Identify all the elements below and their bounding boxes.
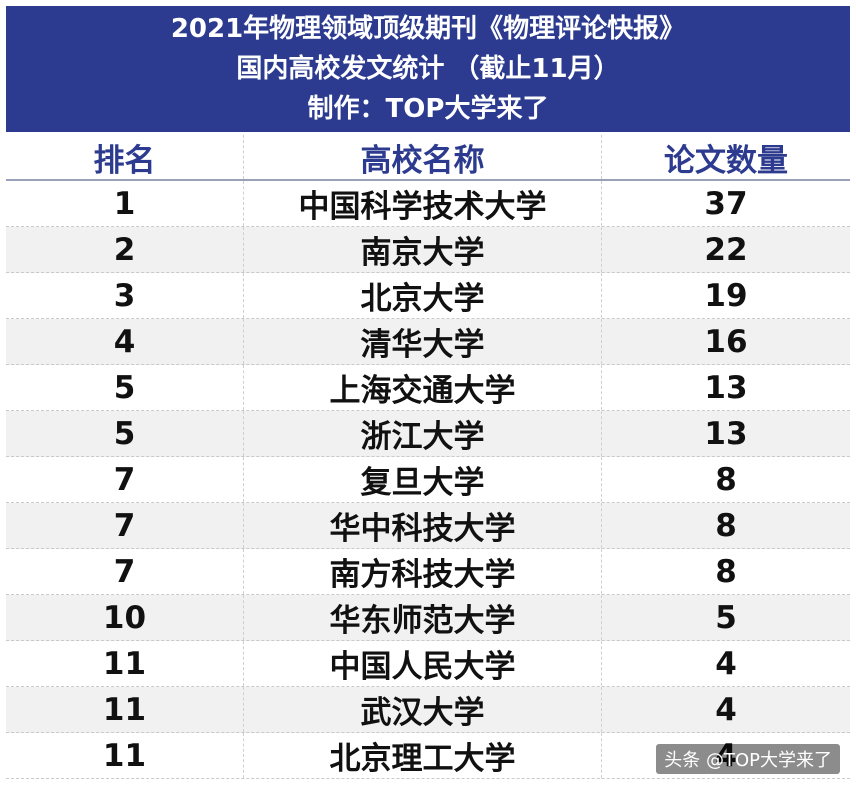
paper-count-cell: 5: [715, 599, 737, 636]
university-name-cell: 中国科学技术大学: [244, 181, 602, 226]
column-header-paper-count: 论文数量: [664, 142, 788, 179]
paper-count-cell: 4: [715, 645, 737, 682]
university-name-cell: 复旦大学: [244, 457, 602, 502]
column-header-rank: 排名: [6, 135, 244, 179]
university-name-cell: 北京大学: [244, 273, 602, 318]
rank-cell: 5: [6, 411, 244, 456]
table-header-row: 排名 高校名称 论文数量: [6, 135, 850, 181]
paper-count-cell: 8: [715, 461, 737, 498]
table-row: 5 上海交通大学 13: [6, 365, 850, 411]
university-name-cell: 上海交通大学: [244, 365, 602, 410]
rank-cell: 3: [6, 273, 244, 318]
rank-cell: 7: [6, 549, 244, 594]
table-row: 7 南方科技大学 8: [6, 549, 850, 595]
paper-count-cell: 8: [715, 507, 737, 544]
paper-count-cell: 13: [704, 369, 748, 406]
column-header-university: 高校名称: [244, 135, 602, 179]
table-body: 1 中国科学技术大学 37 2 南京大学 22 3 北京大学 19 4 清华大学 16 5 上海交通大学 1…: [6, 181, 850, 779]
paper-count-cell: 37: [704, 185, 748, 222]
rank-cell: 7: [6, 457, 244, 502]
paper-count-cell: 13: [704, 415, 748, 452]
table-row: 10 华东师范大学 5: [6, 595, 850, 641]
university-name-cell: 清华大学: [244, 319, 602, 364]
paper-count-cell: 19: [704, 277, 748, 314]
university-name-cell: 浙江大学: [244, 411, 602, 456]
table-row: 5 浙江大学 13: [6, 411, 850, 457]
paper-count-cell: 4: [715, 691, 737, 728]
rank-cell: 11: [6, 641, 244, 686]
title-line-2: 国内高校发文统计 （截止11月）: [236, 54, 620, 84]
university-name-cell: 中国人民大学: [244, 641, 602, 686]
rank-cell: 11: [6, 733, 244, 778]
rank-cell: 5: [6, 365, 244, 410]
table-row: 11 北京理工大学 4: [6, 733, 850, 779]
table-row: 11 武汉大学 4: [6, 687, 850, 733]
table-row: 4 清华大学 16: [6, 319, 850, 365]
table-row: 7 华中科技大学 8: [6, 503, 850, 549]
university-name-cell: 华东师范大学: [244, 595, 602, 640]
rank-cell: 4: [6, 319, 244, 364]
university-name-cell: 华中科技大学: [244, 503, 602, 548]
university-name-cell: 北京理工大学: [244, 733, 602, 778]
table-row: 1 中国科学技术大学 37: [6, 181, 850, 227]
table-title-banner: 2021年物理领域顶级期刊《物理评论快报》 国内高校发文统计 （截止11月） 制…: [6, 6, 850, 132]
title-line-1: 2021年物理领域顶级期刊《物理评论快报》: [170, 14, 686, 44]
title-line-3: 制作：TOP大学来了: [307, 94, 549, 124]
paper-count-cell: 4: [715, 737, 737, 774]
rank-cell: 7: [6, 503, 244, 548]
ranking-table: 排名 高校名称 论文数量 1 中国科学技术大学 37 2 南京大学 22 3 北京大学 19 4 清…: [6, 135, 850, 779]
rank-cell: 10: [6, 595, 244, 640]
paper-count-cell: 8: [715, 553, 737, 590]
paper-count-cell: 16: [704, 323, 748, 360]
university-name-cell: 南京大学: [244, 227, 602, 272]
table-row: 3 北京大学 19: [6, 273, 850, 319]
university-name-cell: 武汉大学: [244, 687, 602, 732]
table-row: 2 南京大学 22: [6, 227, 850, 273]
rank-cell: 2: [6, 227, 244, 272]
watermark: 头条 @TOP大学来了: [656, 744, 840, 774]
rank-cell: 1: [6, 181, 244, 226]
table-row: 11 中国人民大学 4: [6, 641, 850, 687]
paper-count-cell: 22: [704, 231, 748, 268]
table-row: 7 复旦大学 8: [6, 457, 850, 503]
rank-cell: 11: [6, 687, 244, 732]
university-name-cell: 南方科技大学: [244, 549, 602, 594]
